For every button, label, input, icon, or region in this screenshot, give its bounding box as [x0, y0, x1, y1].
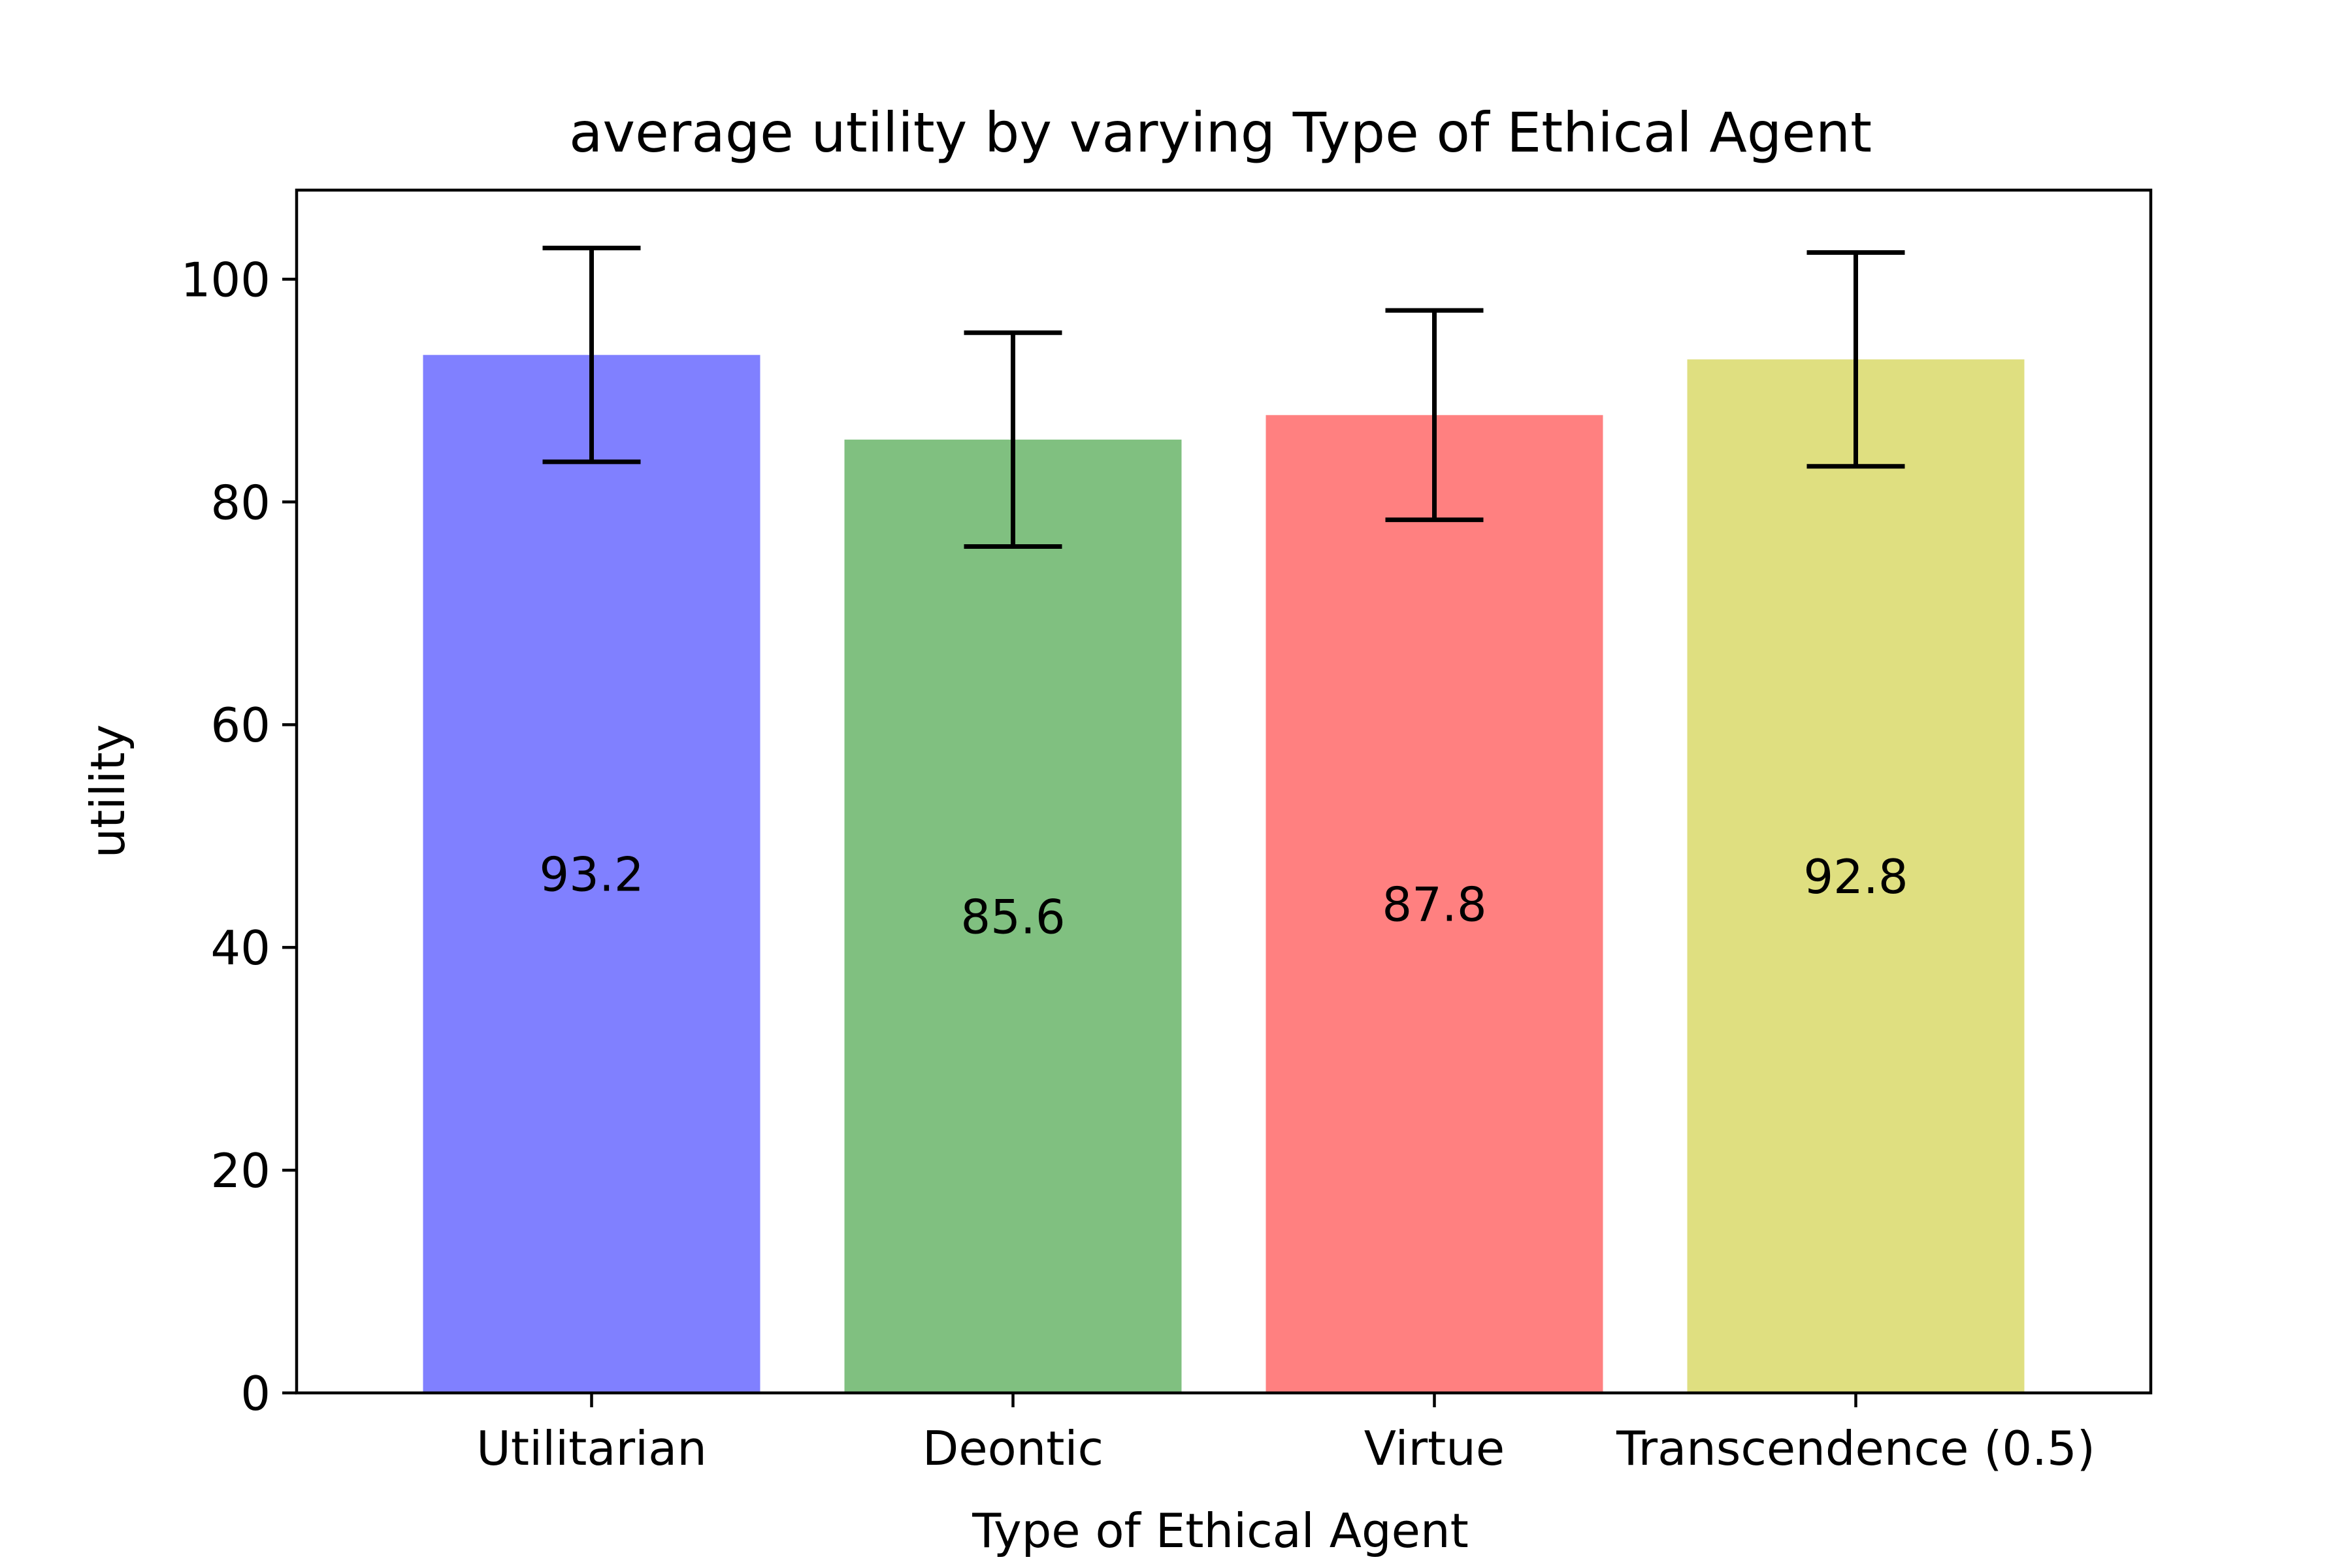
y-tick-label: 40 [210, 921, 270, 975]
y-tick-label: 100 [181, 252, 270, 307]
bar-value-label: 87.8 [1382, 877, 1486, 932]
bar-value-label: 93.2 [539, 847, 644, 902]
x-tick-label: Utilitarian [476, 1421, 707, 1476]
y-tick-label: 0 [240, 1366, 270, 1421]
bar [1687, 359, 2025, 1393]
x-axis-label: Type of Ethical Agent [972, 1503, 1469, 1558]
bar [1266, 415, 1603, 1393]
x-tick-label: Virtue [1364, 1421, 1505, 1476]
bar [423, 355, 760, 1393]
y-tick-label: 80 [210, 475, 270, 530]
plot-frame [295, 188, 2153, 1395]
bar [844, 439, 1182, 1393]
bar-value-label: 92.8 [1803, 849, 1908, 904]
y-axis-label: utility [80, 725, 135, 858]
x-tick-label: Transcendence (0.5) [1616, 1421, 2095, 1476]
y-tick-label: 60 [210, 698, 270, 753]
x-tick-label: Deontic [923, 1421, 1103, 1476]
bar-value-label: 85.6 [960, 889, 1065, 944]
chart-title: average utility by varying Type of Ethic… [569, 101, 1872, 165]
plot-area: 93.2 Utilitarian 85.6 Deontic 87.8 Virtue 92.8… [181, 246, 2095, 1476]
y-tick-label: 20 [210, 1143, 270, 1198]
